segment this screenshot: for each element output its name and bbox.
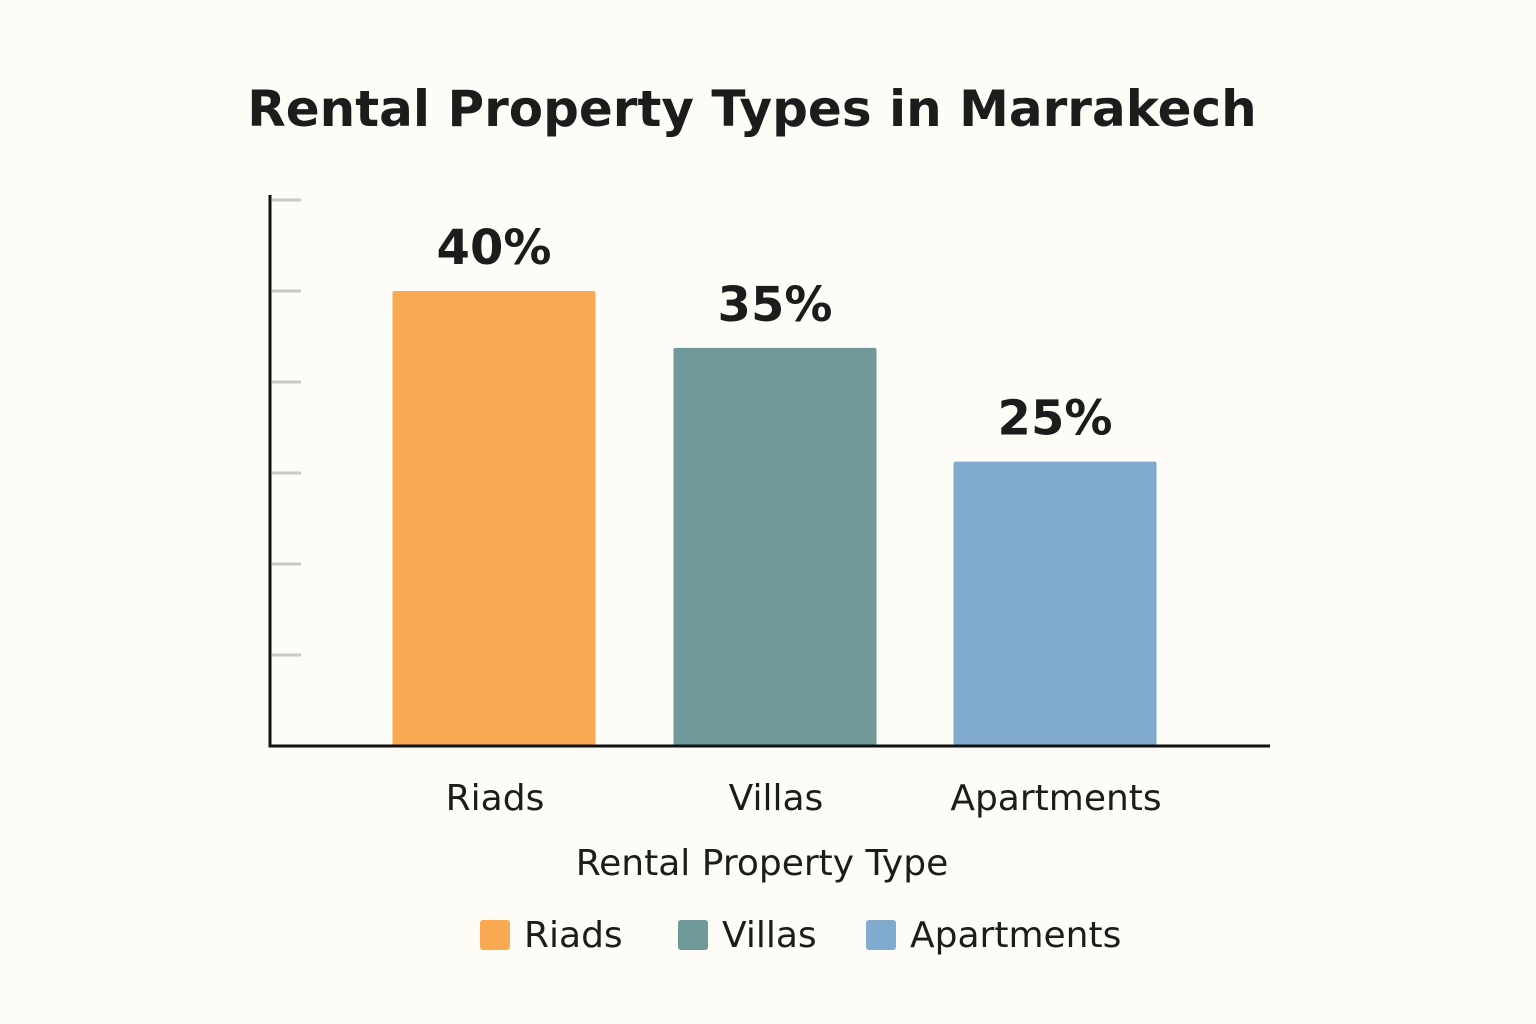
legend-item-apartments: Apartments [866,910,1121,960]
value-label-villas: 35% [718,277,833,333]
legend-item-villas: Villas [678,910,817,960]
legend-swatch-apartments [866,920,896,950]
bar-riads [392,291,596,746]
bar-villas [673,347,877,746]
category-label-riads: Riads [446,778,545,819]
category-labels: Riads Villas Apartments [446,778,1162,819]
category-label-villas: Villas [729,778,824,819]
value-label-riads: 40% [437,220,552,276]
legend-label-riads: Riads [524,914,623,956]
bars [392,291,1157,746]
bar-apartments [953,461,1157,746]
legend-label-apartments: Apartments [910,914,1122,956]
value-labels: 40% 35% 25% [437,220,1113,447]
category-label-apartments: Apartments [950,778,1161,819]
legend-item-riads: Riads [480,910,623,960]
legend: Riads Villas Apartments [0,910,1536,960]
value-label-apartments: 25% [998,391,1113,447]
legend-swatch-villas [678,920,708,950]
y-ticks [272,198,301,657]
x-axis-title: Rental Property Type [575,843,949,884]
legend-swatch-riads [480,920,510,950]
legend-label-villas: Villas [722,914,817,956]
chart-title: Rental Property Types in Marrakech [247,80,1257,138]
